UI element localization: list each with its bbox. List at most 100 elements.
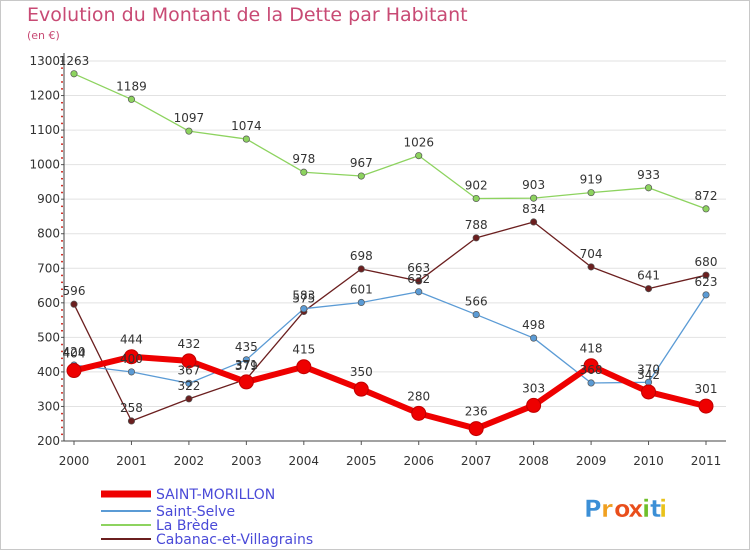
data-point xyxy=(127,95,136,103)
data-labels: 1263 1189 1097 1074 978 967 1026 902 903 919 933 87… xyxy=(59,54,718,419)
y-minor-tick xyxy=(61,426,63,429)
y-minor-tick xyxy=(61,191,63,194)
data-label: 583 xyxy=(292,289,315,303)
data-label: 788 xyxy=(465,218,488,232)
data-point xyxy=(242,135,250,143)
data-point xyxy=(415,277,423,285)
data-label: 1263 xyxy=(59,54,90,68)
data-label: 632 xyxy=(407,272,430,286)
data-label: 704 xyxy=(580,247,603,261)
y-minor-tick xyxy=(61,150,63,152)
y-minor-tick xyxy=(61,101,63,104)
data-point xyxy=(587,379,595,387)
y-tick-label: 800 xyxy=(37,227,60,241)
data-label: 641 xyxy=(637,269,660,283)
data-label: 258 xyxy=(120,401,143,415)
data-label: 919 xyxy=(580,173,603,187)
series-points xyxy=(66,70,714,437)
series-line-cabanac-et-villagrains xyxy=(73,221,707,422)
y-minor-tick xyxy=(61,309,63,311)
data-point xyxy=(702,291,710,299)
data-label: 680 xyxy=(695,255,718,269)
chart-subtitle: (en €) xyxy=(27,29,60,42)
y-minor-tick xyxy=(61,122,63,125)
y-minor-tick xyxy=(61,226,63,228)
data-point xyxy=(411,405,427,421)
data-point xyxy=(415,152,423,160)
y-minor-tick xyxy=(61,392,63,394)
y-tick-label: 1200 xyxy=(29,89,60,103)
y-minor-tick xyxy=(61,115,63,118)
y-minor-tick xyxy=(61,357,63,360)
y-minor-tick xyxy=(61,88,63,90)
y-minor-tick xyxy=(61,143,63,145)
data-point xyxy=(296,359,312,375)
y-minor-tick xyxy=(61,212,63,214)
data-point xyxy=(530,194,538,202)
legend-label: La Brède xyxy=(156,518,218,534)
y-minor-tick xyxy=(61,323,63,325)
legend-label: Saint-Selve xyxy=(156,504,235,520)
y-tick-label: 300 xyxy=(37,399,60,413)
y-minor-tick xyxy=(61,281,63,284)
y-minor-tick xyxy=(61,253,63,256)
y-tick-label: 700 xyxy=(37,261,60,275)
data-label: 834 xyxy=(522,202,545,216)
y-minor-tick xyxy=(61,157,63,159)
data-point xyxy=(185,379,193,387)
series-lines xyxy=(73,73,707,432)
series-line-la-br-de xyxy=(73,73,707,210)
data-point xyxy=(300,168,308,176)
y-minor-tick xyxy=(61,378,63,380)
data-label: 404 xyxy=(63,347,86,361)
data-label: 280 xyxy=(407,389,430,403)
logo-letter: i xyxy=(659,495,667,523)
y-tick-label: 200 xyxy=(37,434,60,448)
data-label: 903 xyxy=(522,178,545,192)
y-tick-label: 1000 xyxy=(29,158,60,172)
data-point xyxy=(242,356,250,364)
y-minor-tick xyxy=(61,171,63,173)
y-minor-tick xyxy=(61,74,63,76)
data-point xyxy=(66,363,82,379)
y-minor-tick xyxy=(61,219,63,221)
data-point xyxy=(644,285,653,293)
data-label: 601 xyxy=(350,282,373,296)
data-label: 872 xyxy=(695,189,718,203)
x-tick-label: 2011 xyxy=(691,454,722,468)
data-point xyxy=(185,127,193,135)
data-label: 368 xyxy=(580,363,603,377)
y-minor-tick xyxy=(61,295,63,297)
data-label: 420 xyxy=(63,345,86,359)
data-point xyxy=(127,417,136,425)
data-point xyxy=(530,334,538,342)
data-point xyxy=(300,305,308,313)
data-label: 370 xyxy=(637,362,660,376)
data-point xyxy=(702,205,710,213)
data-label: 575 xyxy=(292,291,315,305)
y-tick-label: 400 xyxy=(37,365,60,379)
data-label: 350 xyxy=(350,365,373,379)
logo-letter: P xyxy=(584,495,602,523)
x-tick-label: 2004 xyxy=(289,454,320,468)
x-tick-label: 2010 xyxy=(633,454,664,468)
data-point xyxy=(357,265,365,273)
data-label: 435 xyxy=(235,340,258,354)
data-point xyxy=(353,381,369,397)
x-tick-label: 2006 xyxy=(403,454,434,468)
data-point xyxy=(238,374,254,390)
x-tick-label: 2007 xyxy=(461,454,492,468)
data-point xyxy=(357,298,365,307)
y-minor-tick xyxy=(61,433,63,436)
data-label: 1189 xyxy=(116,79,147,93)
data-point xyxy=(70,300,78,308)
x-axis: 2000 2001 2002 2003 2004 2005 2006 2007 2008 2009… xyxy=(59,440,726,468)
y-minor-tick xyxy=(61,205,63,208)
data-label: 400 xyxy=(120,352,143,366)
y-minor-tick xyxy=(61,67,63,69)
data-label: 418 xyxy=(580,342,603,356)
y-minor-tick xyxy=(61,419,63,422)
data-point xyxy=(472,194,480,203)
y-tick-label: 500 xyxy=(37,330,60,344)
